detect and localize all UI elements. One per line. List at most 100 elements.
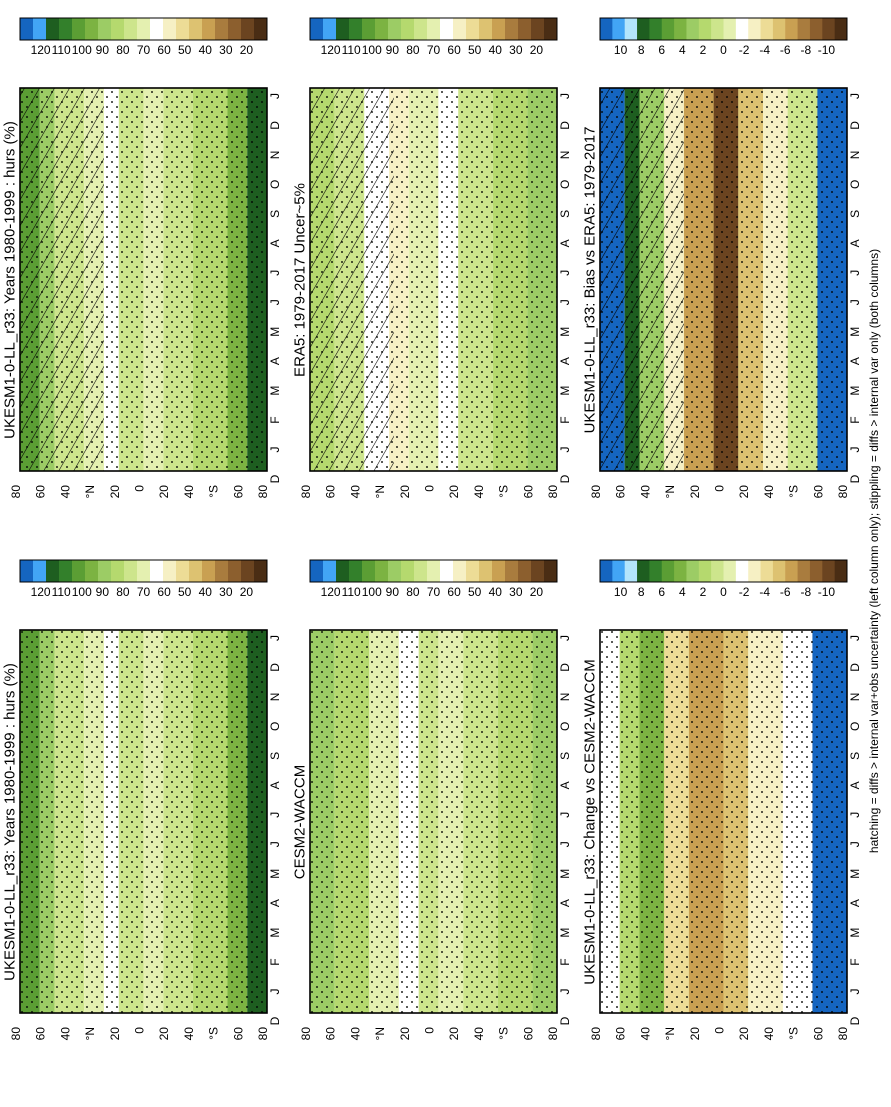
colorbar-swatch — [809, 560, 823, 582]
month-tick-label: O — [848, 180, 862, 189]
colorbar-swatch — [241, 560, 255, 582]
colorbar-swatch — [686, 18, 700, 40]
colorbar-swatch — [72, 560, 86, 582]
lat-tick-label: 40 — [638, 1027, 652, 1041]
colorbar-swatch — [33, 18, 47, 40]
colorbar-swatch — [202, 18, 216, 40]
month-tick-label: J — [268, 299, 282, 305]
panel-era5: D J F M A M J J A S O N D J 80 60 40 °N 20 0 20 40 °S 60 80 — [299, 87, 572, 499]
panel-title: UKESM1-0-LL_r33: Change vs CESM2-WACCM — [581, 658, 599, 985]
colorbar-label: 40 — [489, 585, 503, 599]
month-tick-label: A — [848, 357, 862, 365]
colorbar-swatch — [686, 560, 700, 582]
colorbar-label: 60 — [157, 585, 171, 599]
stippling — [310, 630, 557, 1013]
lat-tick-label: 60 — [231, 485, 245, 499]
month-tick-label: A — [848, 239, 862, 247]
month-tick-label: O — [558, 722, 572, 731]
colorbar-label: 70 — [427, 585, 441, 599]
colorbar-swatch — [711, 560, 724, 582]
month-tick-label: J — [268, 270, 282, 276]
plot-frame — [599, 629, 848, 1014]
lat-tick-label: °S — [497, 485, 511, 498]
month-tick-label: D — [268, 121, 282, 130]
colorbar-swatch — [46, 18, 60, 40]
colorbar-swatch — [600, 560, 613, 582]
month-tick-label: N — [558, 151, 572, 160]
colorbar-swatch — [349, 560, 363, 582]
lat-tick-label: 60 — [231, 1027, 245, 1041]
lat-tick-label: 80 — [589, 1027, 603, 1041]
lat-tick-label: 20 — [737, 485, 751, 499]
colorbar-swatch — [59, 560, 73, 582]
panel-ukesm-left: D J F M A M J J A S O N D J 80 60 40 °N 20 0 20 40 °S 60 80 — [9, 87, 282, 499]
colorbar-swatch — [466, 18, 480, 40]
colorbar-swatch — [723, 560, 737, 582]
lat-tick-label: 40 — [762, 485, 776, 499]
colorbar-label: 70 — [427, 43, 441, 57]
lat-tick-label: °N — [83, 485, 97, 498]
month-tick-label: M — [268, 386, 282, 396]
month-tick-label: M — [848, 869, 862, 879]
lat-tick-label: 20 — [447, 485, 461, 499]
month-tick-label: J — [268, 635, 282, 641]
month-tick-label: A — [268, 357, 282, 365]
colorbar-swatch — [241, 18, 255, 40]
colorbar-swatch — [414, 18, 428, 40]
lat-tick-label: 60 — [614, 1027, 628, 1041]
month-tick-label: J — [848, 812, 862, 818]
colorbar-swatch — [544, 560, 558, 582]
month-tick-label: S — [268, 210, 282, 218]
lat-tick-label: 20 — [688, 1027, 702, 1041]
colorbar-swatch — [612, 18, 626, 40]
lat-tick-label: °S — [207, 1027, 221, 1040]
colorbar-swatch — [479, 560, 493, 582]
stippling — [600, 630, 847, 1013]
lat-tick-label: 80 — [589, 485, 603, 499]
colorbar-swatch — [310, 18, 324, 40]
colorbar-swatch — [822, 18, 836, 40]
colorbar-label: 30 — [509, 43, 523, 57]
colorbar-label: -8 — [800, 43, 811, 57]
colorbar-swatch — [215, 18, 229, 40]
colorbar-swatch — [137, 18, 151, 40]
lat-tick-label: 60 — [34, 485, 48, 499]
month-tick-label: F — [558, 416, 572, 423]
colorbar: 10 8 6 4 2 0 -2 -4 -6 -8 -10 — [599, 559, 848, 599]
colorbar-label: -4 — [759, 43, 770, 57]
lat-tick-label: 40 — [472, 485, 486, 499]
colorbar-label: 10 — [614, 585, 628, 599]
month-tick-label: J — [558, 299, 572, 305]
month-tick-label: J — [268, 812, 282, 818]
colorbar-swatch — [375, 18, 389, 40]
colorbar-swatch — [492, 18, 506, 40]
colorbar-label: 40 — [489, 43, 503, 57]
month-tick-label: A — [848, 899, 862, 907]
colorbar-label: 20 — [530, 43, 544, 57]
colorbar-swatch — [544, 18, 558, 40]
lat-tick-label: 0 — [133, 485, 147, 492]
colorbar-swatch — [748, 560, 762, 582]
colorbar-swatch — [98, 560, 112, 582]
month-tick-label: J — [848, 635, 862, 641]
colorbar-swatch — [479, 18, 493, 40]
colorbar-swatch — [505, 560, 519, 582]
panel-title: ERA5: 1979-2017 Uncer~5% — [291, 182, 309, 377]
month-tick-label: S — [268, 752, 282, 760]
lat-tick-label: °N — [663, 1027, 677, 1040]
month-tick-label: S — [558, 210, 572, 218]
month-tick-label: N — [558, 693, 572, 702]
colorbar-swatch — [661, 560, 675, 582]
month-tick-label: M — [558, 386, 572, 396]
colorbar-swatch — [772, 18, 786, 40]
colorbar-swatch — [98, 18, 112, 40]
month-tick-label: O — [848, 722, 862, 731]
lat-tick-label: 20 — [108, 1027, 122, 1041]
colorbar-swatch — [674, 560, 687, 582]
colorbar-swatch — [20, 18, 34, 40]
lat-tick-label: °S — [787, 1027, 801, 1040]
month-tick-label: F — [268, 416, 282, 423]
colorbar-label: 30 — [219, 43, 233, 57]
lat-tick-label: 20 — [398, 485, 412, 499]
colorbar-swatch — [518, 18, 532, 40]
